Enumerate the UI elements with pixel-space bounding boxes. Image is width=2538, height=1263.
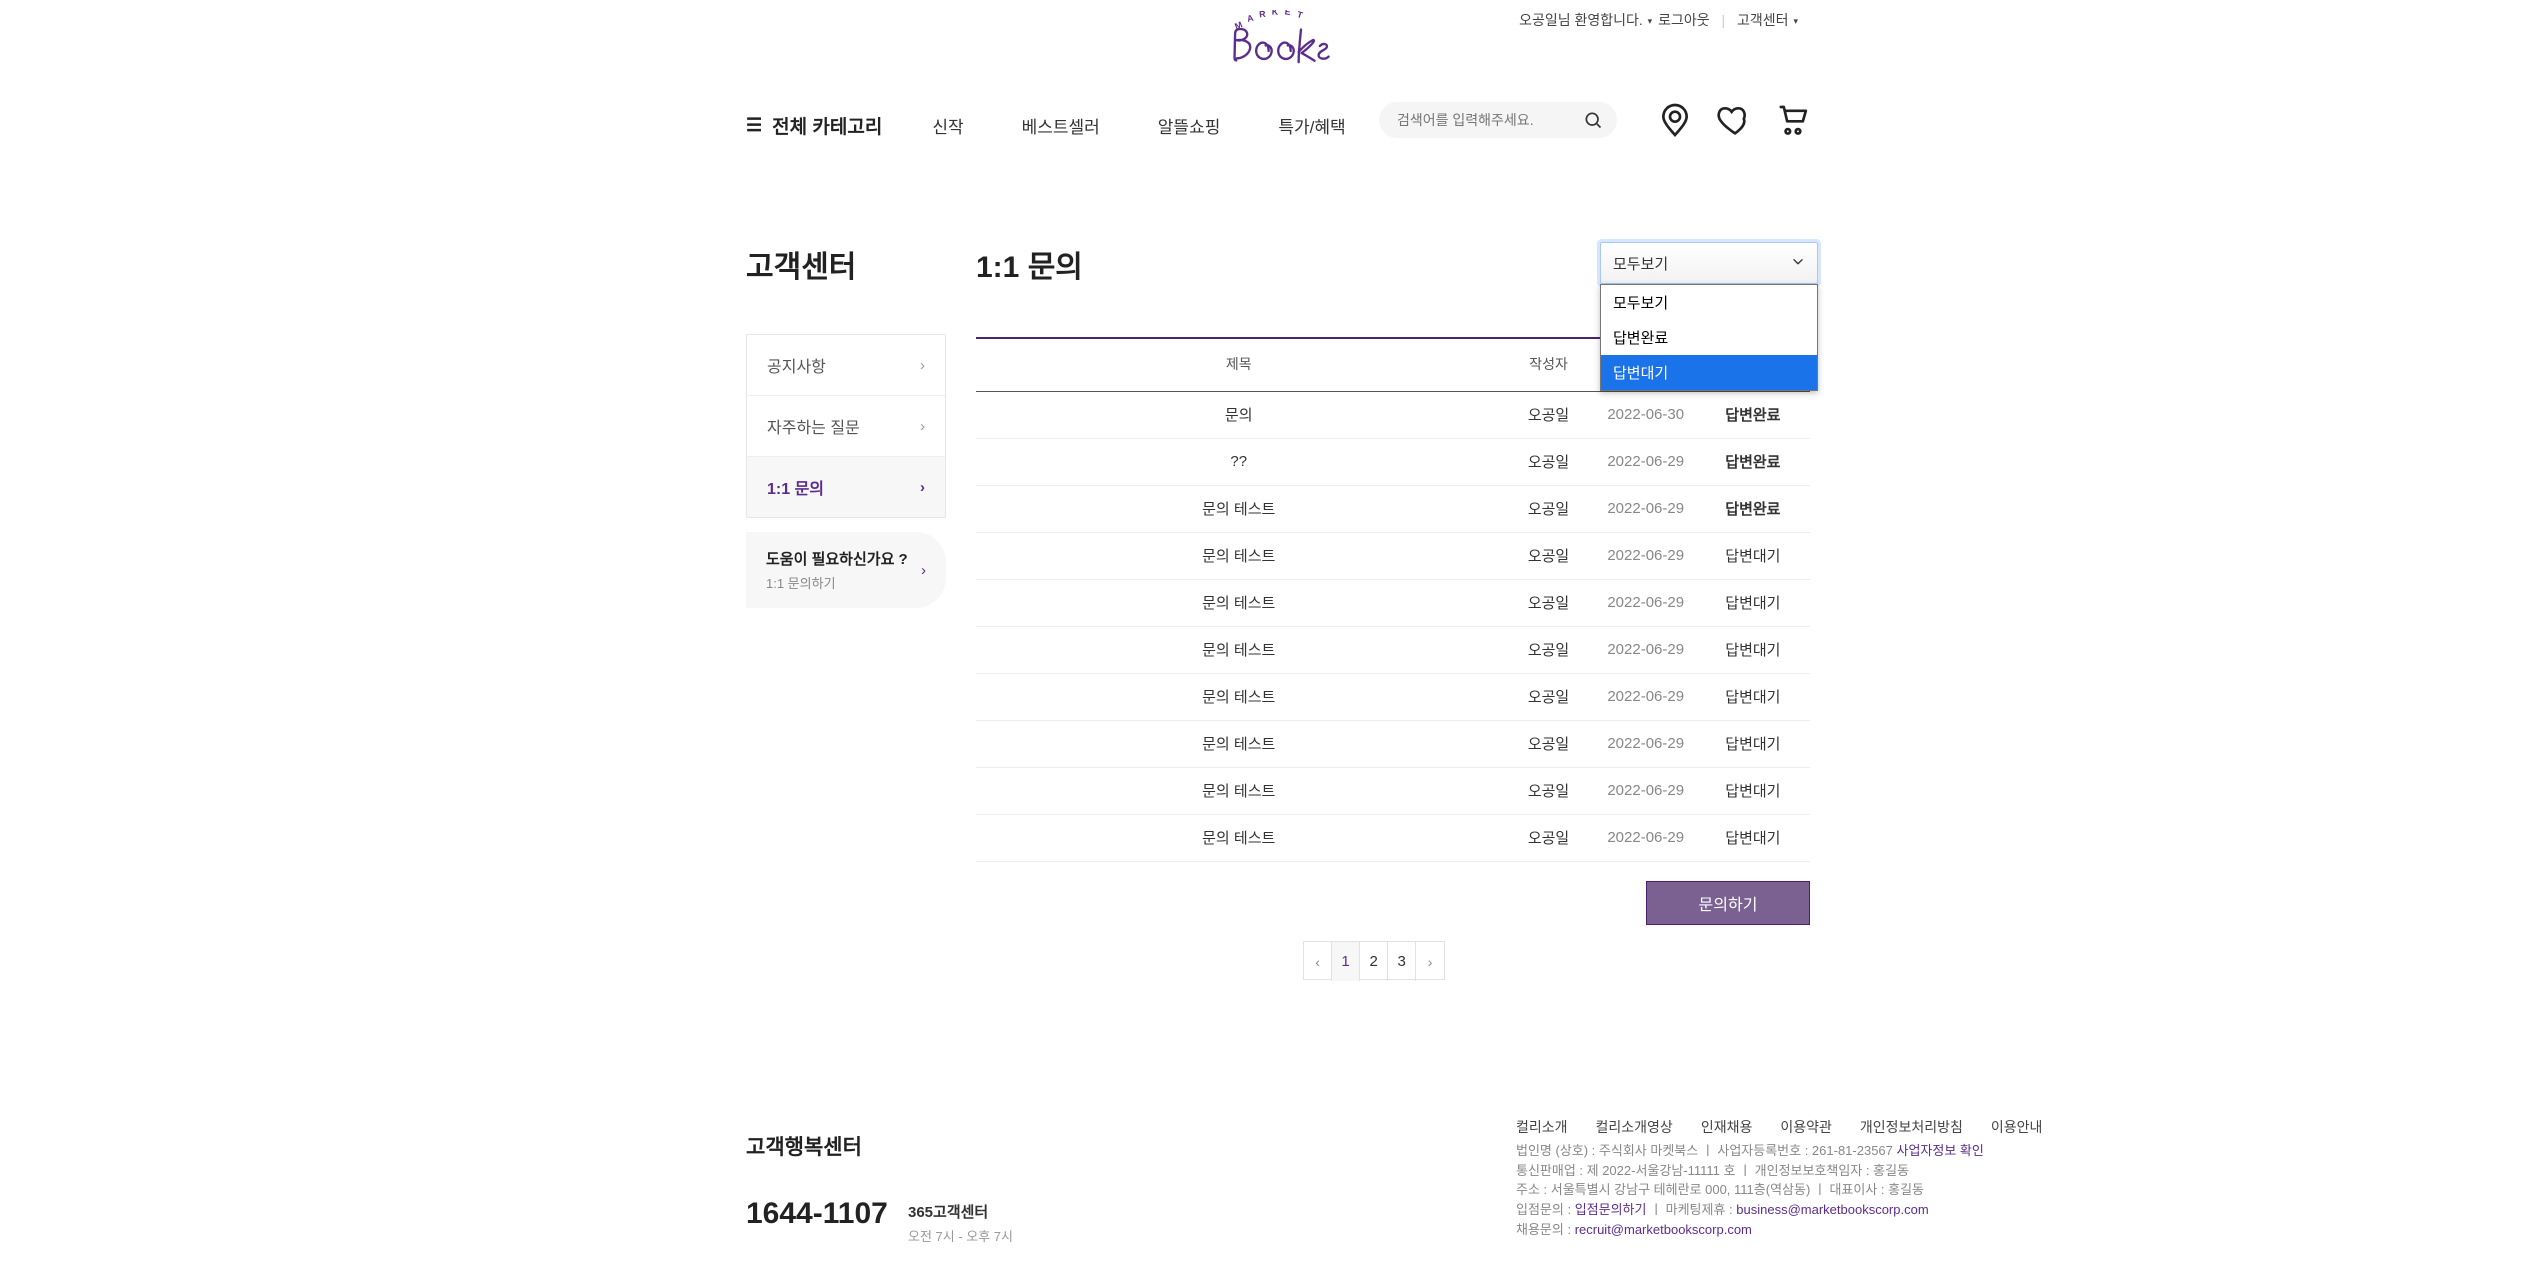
- svg-text:T: T: [1296, 10, 1305, 20]
- svg-text:E: E: [1284, 10, 1292, 17]
- svg-text:K: K: [1272, 10, 1279, 17]
- svg-text:A: A: [1246, 13, 1255, 24]
- svg-text:R: R: [1259, 10, 1267, 19]
